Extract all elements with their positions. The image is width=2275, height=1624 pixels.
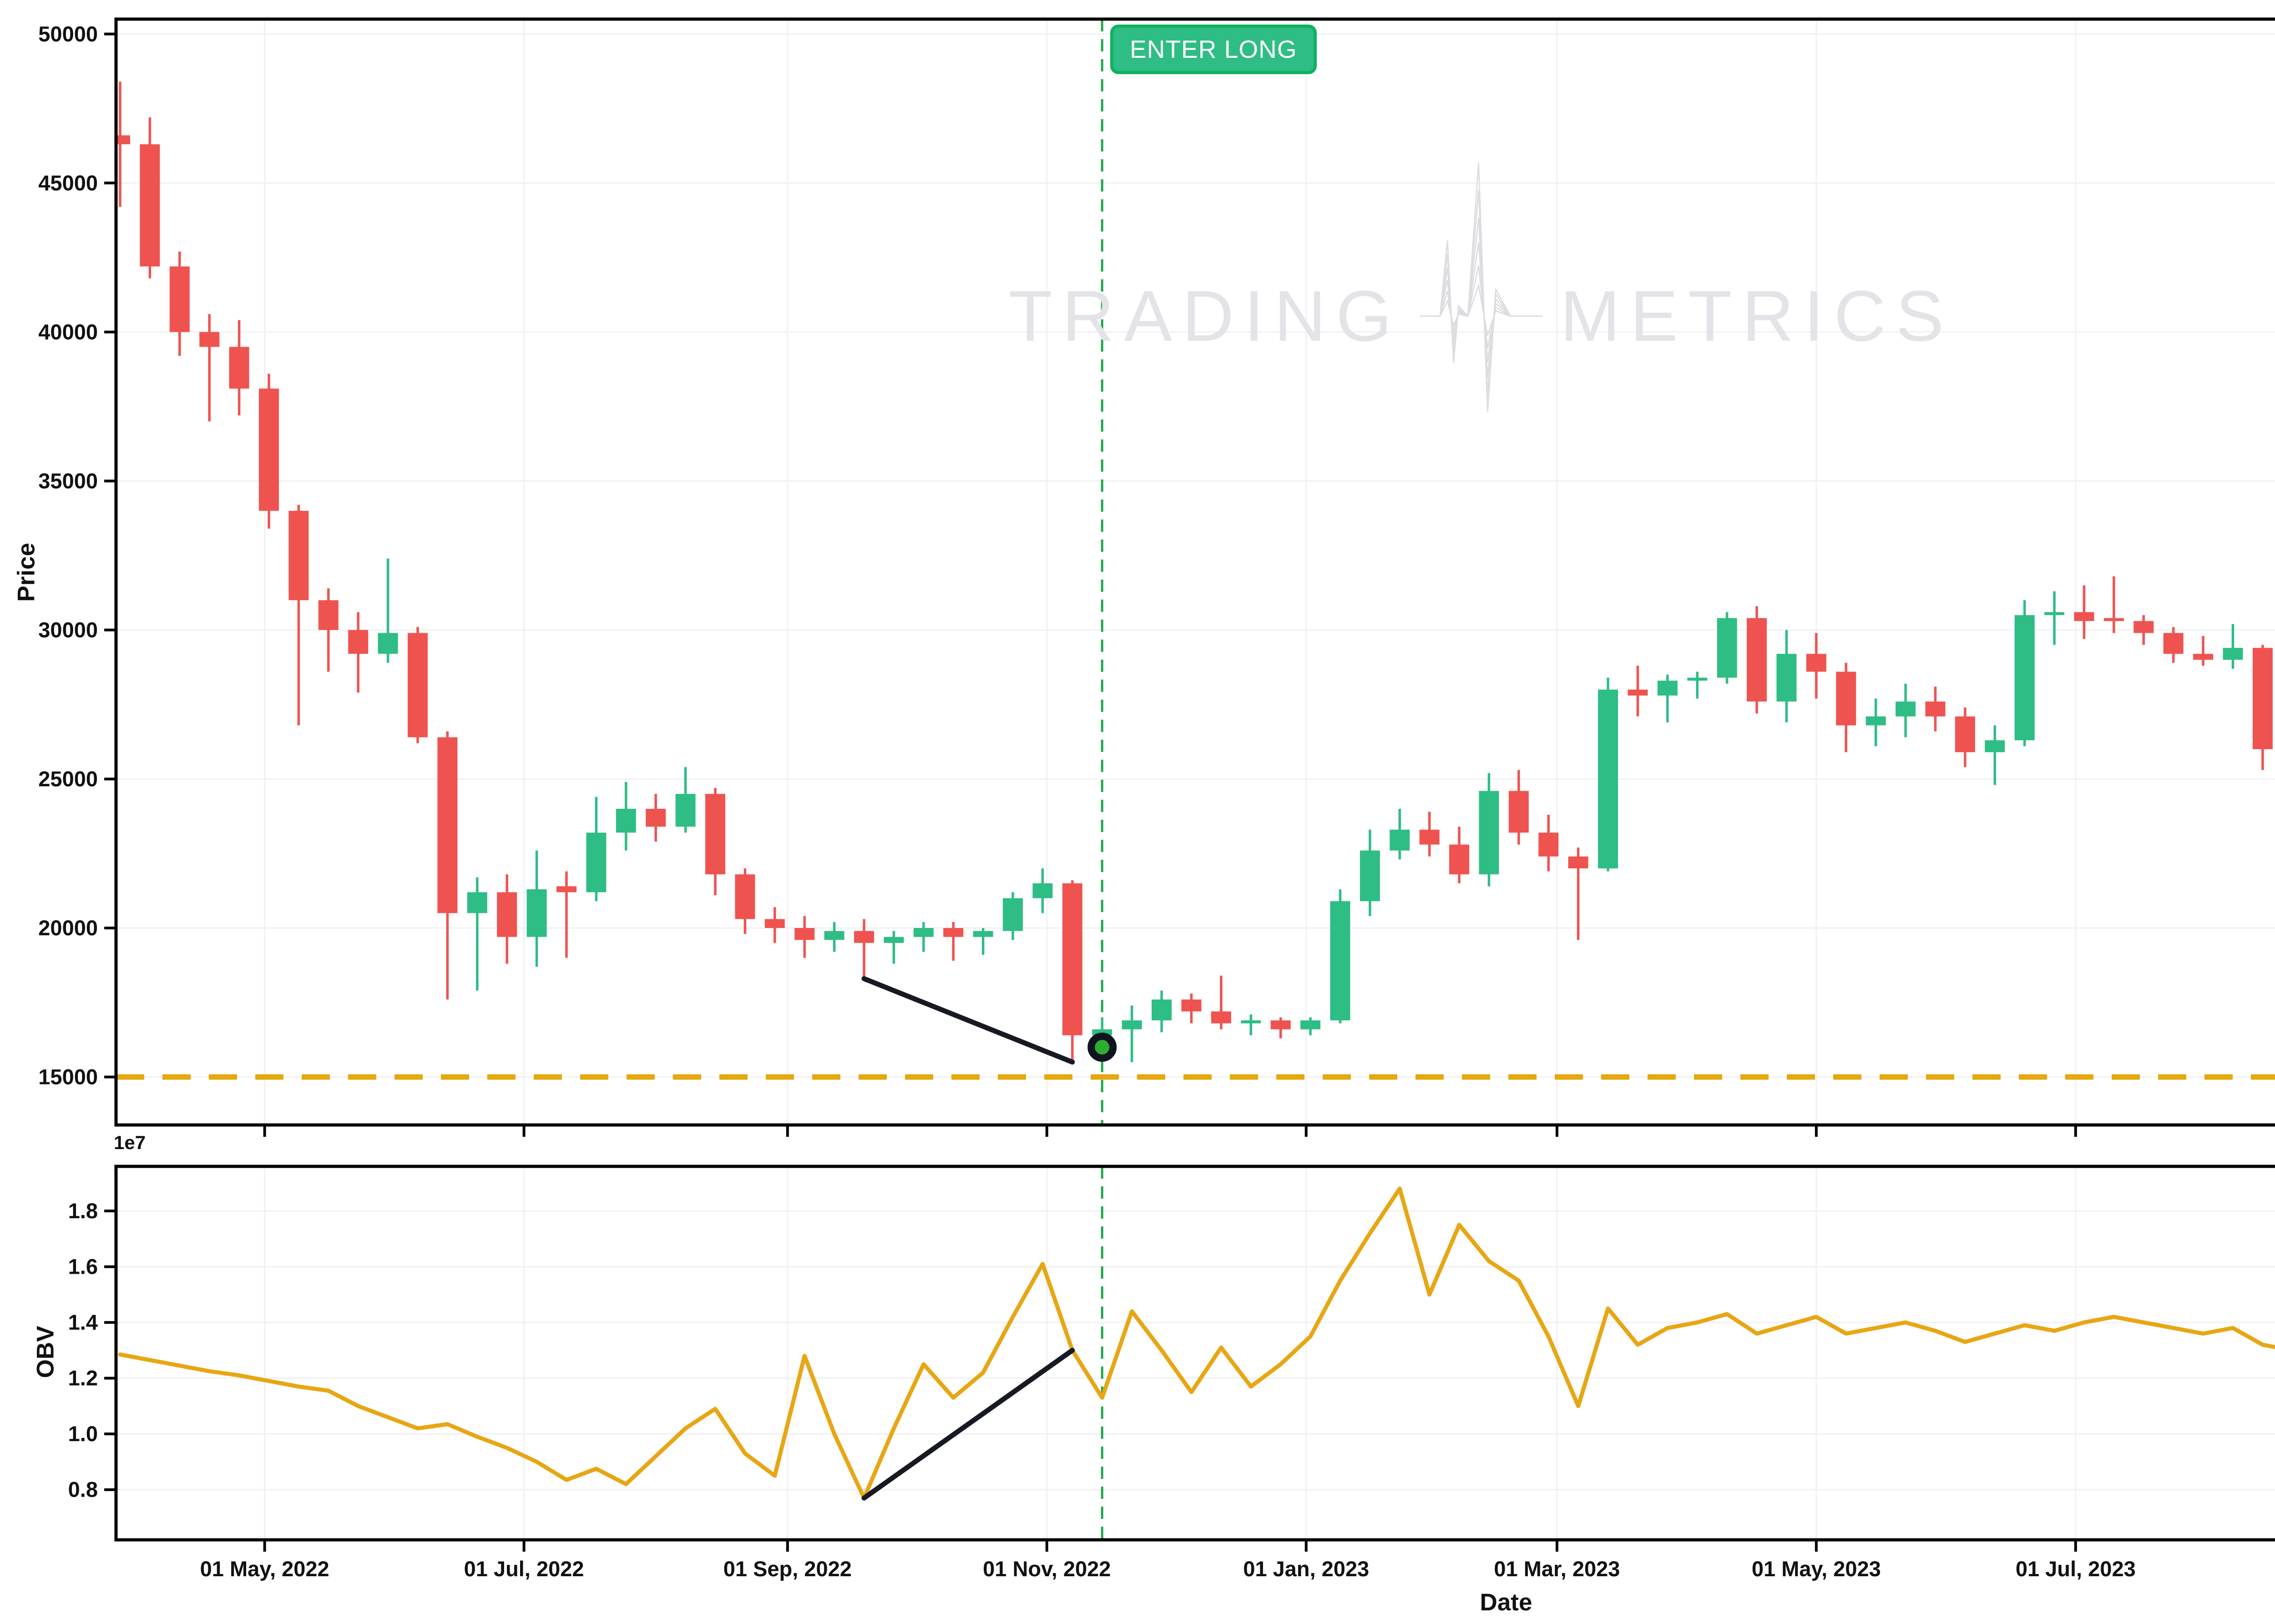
date-tick-label: 01 Nov, 2022 [983,1557,1111,1581]
pulse-echo-line [1420,283,1542,336]
price-tick-label: 40000 [38,320,98,344]
date-tick-label: 01 Mar, 2023 [1494,1557,1620,1581]
obv-divergence-trendline [861,1347,1075,1501]
watermark-text-right: METRICS [1560,276,1954,356]
price-tick-label: 15000 [38,1065,98,1089]
price-tick-label: 35000 [38,469,98,493]
obv-line [118,1186,2275,1500]
gridlines [116,19,2275,1540]
date-tick-label: 01 May, 2023 [1752,1557,1881,1581]
price-divergence-trendline [861,976,1075,1065]
tick-marks [104,32,2077,1552]
date-tick-label: 01 Jul, 2022 [464,1557,584,1581]
obv-axis-title: OBV [32,1326,59,1378]
panel-frames [114,17,2275,1542]
obv-tick-label: 1.6 [68,1255,98,1279]
watermark-text-left: TRADING [1008,276,1402,356]
candlestick-series [116,81,2273,1062]
enter-long-label: ENTER LONG [1110,25,1317,75]
pulse-waveform-icon [1420,162,1542,413]
obv-tick-label: 1.2 [68,1366,98,1390]
obv-tick-label: 1.8 [68,1199,98,1223]
price-tick-label: 50000 [38,22,98,46]
enter-long-marker [1087,1033,1117,1062]
price-axis-title: Price [13,543,40,602]
price-tick-label: 20000 [38,916,98,940]
tick-labels: 15000 20000 25000 30000 35000 40000 45000 50000… [38,22,2275,1581]
date-tick-label: 01 Jan, 2023 [1243,1557,1369,1581]
obv-tick-label: 0.8 [68,1478,98,1502]
date-axis-title: Date [1480,1589,1532,1616]
date-tick-label: 01 May, 2022 [200,1557,329,1581]
price-tick-label: 45000 [38,171,98,195]
watermark: TRADING METRICS [1008,152,1954,480]
price-tick-label: 25000 [38,767,98,791]
price-tick-label: 30000 [38,618,98,642]
date-tick-label: 01 Jul, 2023 [2016,1557,2136,1581]
obv-offset-label: 1e7 [114,1132,146,1153]
obv-tick-label: 1.4 [68,1310,98,1334]
date-tick-label: 01 Sep, 2022 [723,1557,852,1581]
obv-tick-label: 1.0 [68,1422,98,1446]
